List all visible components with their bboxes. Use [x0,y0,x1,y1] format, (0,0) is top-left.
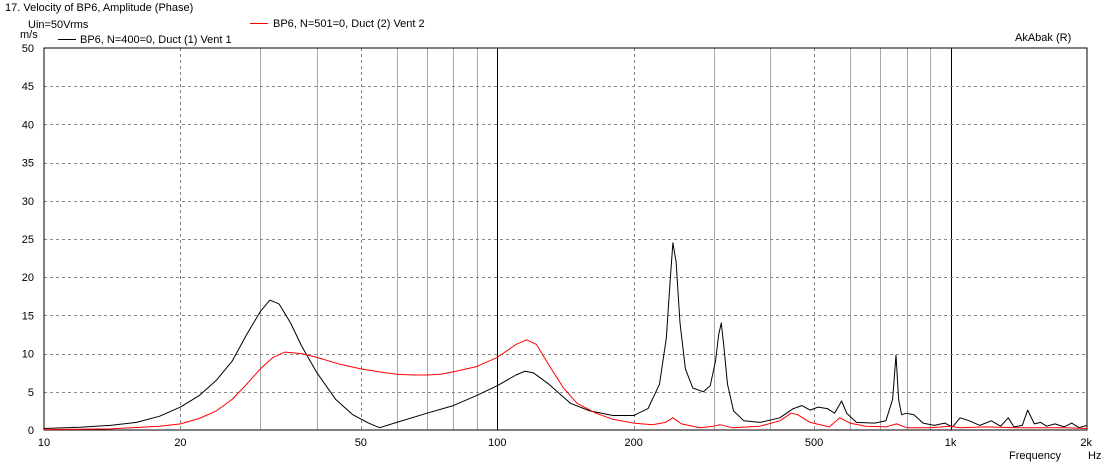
y-tick-label: 40 [22,119,34,131]
chart-title: 17. Velocity of BP6, Amplitude (Phase) [5,2,194,14]
x-tick-label: 200 [625,437,643,449]
y-tick-label: 0 [28,425,34,437]
y-axis-unit: m/s [20,29,38,41]
y-tick-label: 15 [22,310,34,322]
y-tick-label: 10 [22,349,34,361]
y-tick-label: 5 [28,387,34,399]
x-tick-label: 1k [945,437,957,449]
series-line-2 [43,339,1088,431]
y-tick-label: 50 [22,43,34,55]
x-tick-label: 2k [1080,437,1092,449]
x-tick-label: 100 [488,437,506,449]
brand-label: AkAbak (R) [1015,32,1072,44]
y-tick-label: 35 [22,158,34,170]
y-tick-label: 25 [22,234,34,246]
drive-label: Uin=50Vrms [28,19,89,31]
x-tick-label: 500 [805,437,823,449]
x-axis-label: Frequency [1009,450,1061,462]
x-tick-label: 20 [174,437,186,449]
plot-frame [43,47,1088,431]
y-tick-label: 45 [22,81,34,93]
x-tick-label: 50 [355,437,367,449]
grid [44,48,1087,430]
series-line-1 [43,242,1088,429]
y-tick-label: 20 [22,272,34,284]
y-tick-label: 30 [22,196,34,208]
legend-label-series-2: BP6, N=501=0, Duct (2) Vent 2 [273,18,425,30]
series-group [43,242,1088,431]
legend-swatch-series-2 [250,23,268,24]
x-axis-unit: Hz [1088,450,1102,462]
x-tick-label: 10 [38,437,50,449]
legend-label-series-1: BP6, N=400=0, Duct (1) Vent 1 [80,34,232,46]
tick-labels: 0 5 10 15 20 25 30 35 40 45 50 10 20 50 100 200 500 1k 2k [22,43,1093,449]
legend-swatch-series-1 [58,39,76,40]
